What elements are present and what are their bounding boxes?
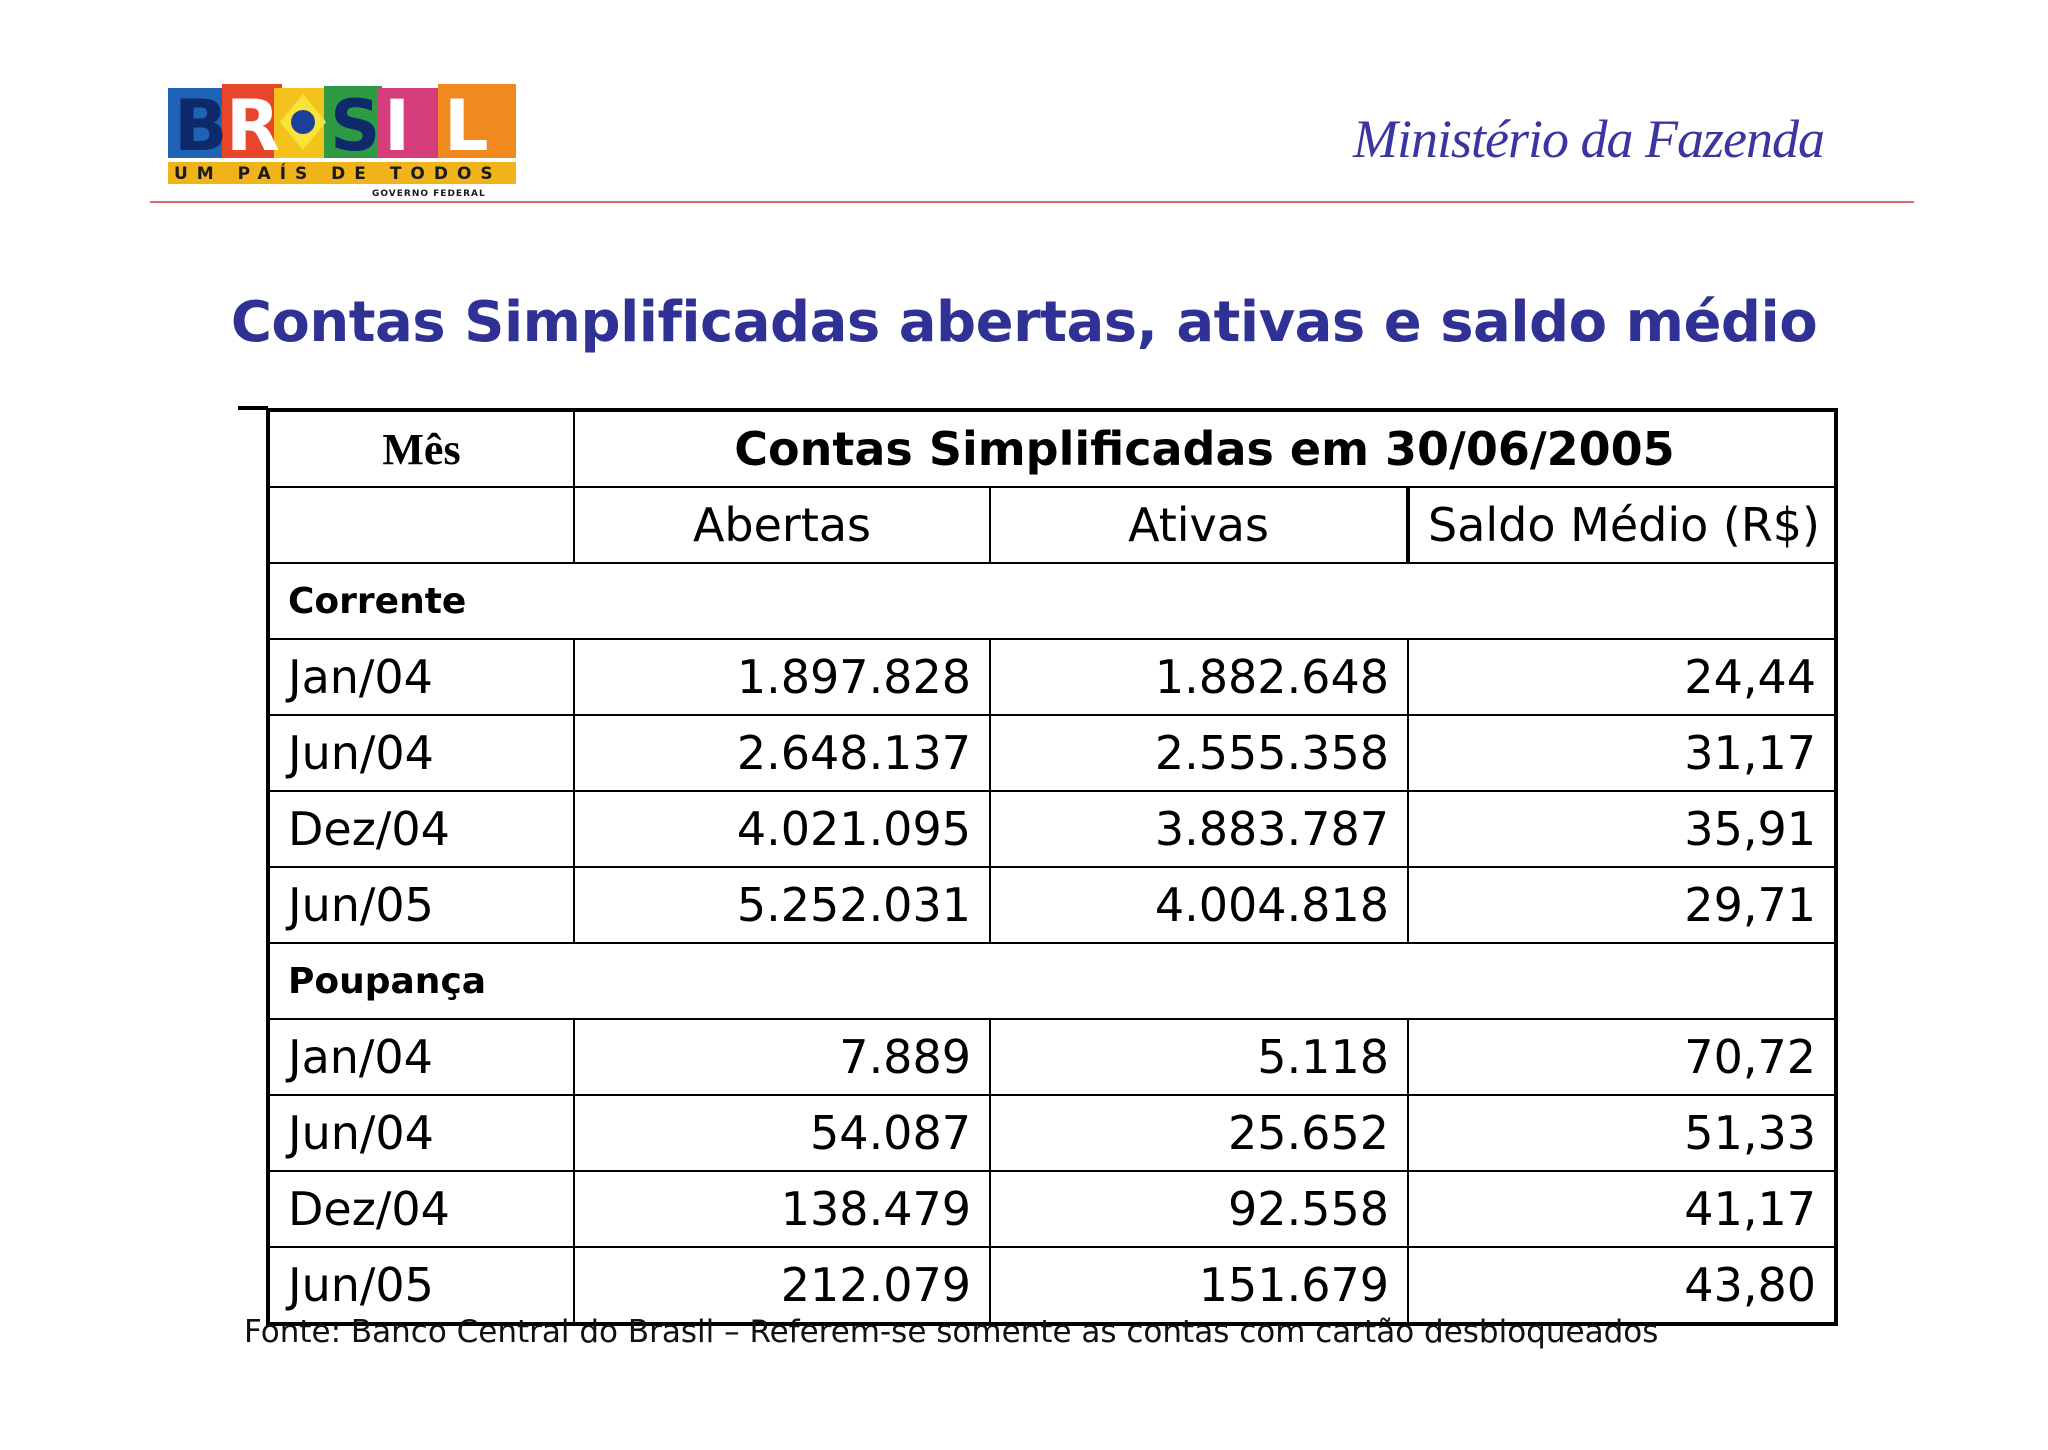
saldo-cell: 29,71 <box>1407 866 1837 944</box>
ativas-column-header: Ativas <box>989 486 1409 564</box>
svg-text:UM PAÍS DE TODOS: UM PAÍS DE TODOS <box>174 162 502 184</box>
table-corner-stub <box>238 406 268 410</box>
svg-text:I: I <box>384 85 410 167</box>
table-row: Jun/04 54.087 25.652 51,33 <box>267 1094 1837 1172</box>
month-cell: Jun/05 <box>267 866 575 944</box>
abertas-cell: 212.079 <box>573 1246 991 1325</box>
abertas-cell: 4.021.095 <box>573 790 991 868</box>
ativas-cell: 151.679 <box>989 1246 1409 1325</box>
table-row: Jan/04 7.889 5.118 70,72 <box>267 1018 1837 1096</box>
saldo-cell: 43,80 <box>1407 1246 1837 1325</box>
svg-text:R: R <box>226 85 280 167</box>
abertas-cell: 5.252.031 <box>573 866 991 944</box>
table-row: Jan/04 1.897.828 1.882.648 24,44 <box>267 638 1837 716</box>
section-label: Poupança <box>267 942 1837 1020</box>
ativas-cell: 25.652 <box>989 1094 1409 1172</box>
saldo-cell: 24,44 <box>1407 638 1837 716</box>
saldo-cell: 51,33 <box>1407 1094 1837 1172</box>
ministry-name: Ministério da Fazenda <box>1353 109 1825 169</box>
ativas-cell: 3.883.787 <box>989 790 1409 868</box>
section-row-corrente: Corrente <box>267 562 1837 640</box>
month-cell: Dez/04 <box>267 1170 575 1248</box>
month-column-header: Mês <box>267 409 575 488</box>
ativas-cell: 2.555.358 <box>989 714 1409 792</box>
month-cell: Jan/04 <box>267 1018 575 1096</box>
table-row: Dez/04 4.021.095 3.883.787 35,91 <box>267 790 1837 868</box>
saldo-cell: 70,72 <box>1407 1018 1837 1096</box>
abertas-cell: 138.479 <box>573 1170 991 1248</box>
saldo-cell: 41,17 <box>1407 1170 1837 1248</box>
header-divider <box>150 201 1914 203</box>
month-cell: Jan/04 <box>267 638 575 716</box>
group-column-header: Contas Simplificadas em 30/06/2005 <box>573 409 1837 488</box>
ativas-cell: 5.118 <box>989 1018 1409 1096</box>
svg-text:GOVERNO FEDERAL: GOVERNO FEDERAL <box>372 189 486 198</box>
slide-title: Contas Simplificadas abertas, ativas e s… <box>230 290 1818 355</box>
abertas-cell: 7.889 <box>573 1018 991 1096</box>
month-cell: Jun/04 <box>267 1094 575 1172</box>
saldo-column-header: Saldo Médio (R$) <box>1406 486 1837 564</box>
table-row: Jun/04 2.648.137 2.555.358 31,17 <box>267 714 1837 792</box>
abertas-cell: 54.087 <box>573 1094 991 1172</box>
abertas-cell: 1.897.828 <box>573 638 991 716</box>
accounts-table: Mês Contas Simplificadas em 30/06/2005 A… <box>266 408 1838 1326</box>
saldo-cell: 35,91 <box>1407 790 1837 868</box>
table-row: Jun/05 5.252.031 4.004.818 29,71 <box>267 866 1837 944</box>
table-row: Jun/05 212.079 151.679 43,80 <box>267 1246 1837 1325</box>
svg-text:B: B <box>174 85 227 167</box>
table-header-row: Mês Contas Simplificadas em 30/06/2005 <box>267 409 1837 488</box>
saldo-cell: 31,17 <box>1407 714 1837 792</box>
svg-text:L: L <box>444 85 489 167</box>
table-subheader-row: Abertas Ativas Saldo Médio (R$) <box>267 486 1837 564</box>
section-row-poupanca: Poupança <box>267 942 1837 1020</box>
empty-header-cell <box>267 486 575 564</box>
month-cell: Jun/05 <box>267 1246 575 1325</box>
ativas-cell: 1.882.648 <box>989 638 1409 716</box>
abertas-column-header: Abertas <box>573 486 991 564</box>
month-cell: Jun/04 <box>267 714 575 792</box>
month-cell: Dez/04 <box>267 790 575 868</box>
ativas-cell: 4.004.818 <box>989 866 1409 944</box>
abertas-cell: 2.648.137 <box>573 714 991 792</box>
brasil-logo: B R S I L UM PAÍS DE TODOS GOVERNO FEDER… <box>168 84 516 198</box>
table-row: Dez/04 138.479 92.558 41,17 <box>267 1170 1837 1248</box>
svg-text:S: S <box>330 85 380 167</box>
ativas-cell: 92.558 <box>989 1170 1409 1248</box>
section-label: Corrente <box>267 562 1837 640</box>
source-note: Fonte: Banco Central do Brasil – Referem… <box>244 1314 1659 1350</box>
